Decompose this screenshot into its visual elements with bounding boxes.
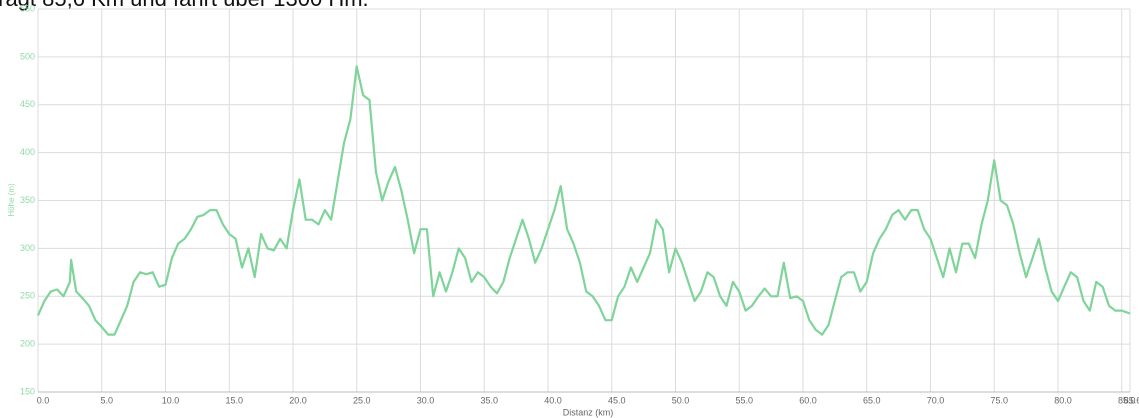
x-tick-label: 80.0 [1054,395,1072,405]
x-tick-label: 60.0 [799,395,817,405]
y-tick-label: 200 [20,339,35,349]
y-tick-label: 450 [20,99,35,109]
y-tick-label: 250 [20,291,35,301]
x-tick-label: 40.0 [544,395,562,405]
x-tick-label: 50.0 [672,395,690,405]
x-tick-label: 85.0 [1118,395,1136,405]
y-tick-label: 400 [20,147,35,157]
x-tick-label: 35.0 [480,395,498,405]
x-tick-label: 75.0 [990,395,1008,405]
x-tick-label: 20.0 [289,395,307,405]
page-text: trägt 85,6 Km und fährt über 1300 Hm. [0,0,369,11]
y-tick-label: 350 [20,195,35,205]
x-tick-label: 0.0 [37,395,50,405]
elevation-line [36,65,1131,336]
x-tick-label: 85.65 [1124,395,1139,405]
y-tick-label: 550 [20,3,35,13]
y-tick-label: 300 [20,243,35,253]
x-tick-label: 5.0 [100,395,113,405]
x-tick-label: 45.0 [608,395,626,405]
x-tick-label: 70.0 [927,395,945,405]
y-tick-label: 150 [20,386,35,396]
x-tick-label: 55.0 [735,395,753,405]
x-tick-label: 25.0 [353,395,371,405]
x-tick-label: 30.0 [417,395,435,405]
x-tick-label: 10.0 [162,395,180,405]
x-tick-label: 65.0 [863,395,881,405]
x-axis-label: Distanz (km) [563,407,614,417]
x-tick-label: 15.0 [225,395,243,405]
y-axis-label: Höhe (m) [7,183,16,217]
y-tick-label: 500 [20,51,35,61]
